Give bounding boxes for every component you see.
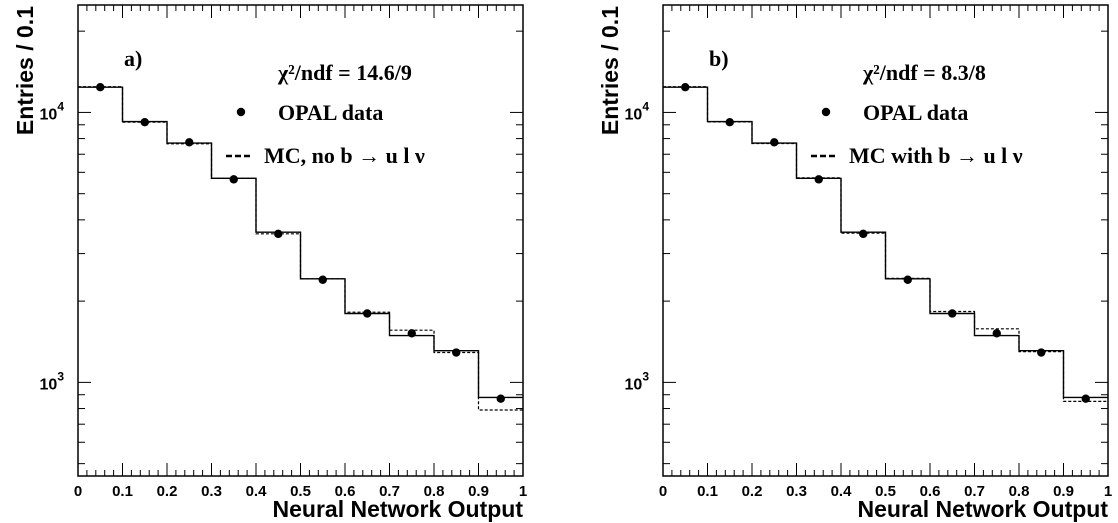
x-tick-label: 0.5 xyxy=(290,483,311,500)
legend-label: OPAL data xyxy=(863,100,968,125)
x-tick-label: 0 xyxy=(659,483,667,500)
legend-label: MC, no b → u l ν xyxy=(264,143,425,168)
x-tick-label: 0 xyxy=(74,483,82,500)
y-tick-base: 10 xyxy=(625,376,643,393)
x-axis-title: Neural Network Output xyxy=(858,496,1109,522)
y-tick-base: 10 xyxy=(40,376,58,393)
data-point xyxy=(140,118,149,127)
data-point xyxy=(185,138,194,147)
data-point xyxy=(992,329,1001,338)
y-tick-label: 104 xyxy=(625,99,650,123)
y-tick-label: 104 xyxy=(40,99,65,123)
data-point xyxy=(407,329,416,338)
x-tick-label: 0.6 xyxy=(920,483,941,500)
x-tick-label: 0.7 xyxy=(379,483,400,500)
x-tick-label: 0.3 xyxy=(786,483,807,500)
data-point xyxy=(948,309,957,318)
y-tick-exponent: 3 xyxy=(57,369,64,383)
data-point xyxy=(363,309,372,318)
data-point xyxy=(725,118,734,127)
data-point xyxy=(96,83,105,92)
x-tick-label: 0.8 xyxy=(424,483,445,500)
panel-label: b) xyxy=(709,46,729,71)
mc-dashed-histogram xyxy=(78,86,523,411)
data-point xyxy=(770,138,779,147)
mc-dashed-histogram xyxy=(663,86,1108,402)
data-point xyxy=(496,394,505,403)
y-tick-exponent: 3 xyxy=(642,369,649,383)
y-tick-base: 10 xyxy=(40,106,58,123)
x-tick-label: 0.4 xyxy=(831,483,853,500)
y-tick-label: 103 xyxy=(625,369,650,393)
data-point xyxy=(452,348,461,357)
x-tick-label: 0.8 xyxy=(1009,483,1030,500)
data-point xyxy=(229,175,238,184)
x-tick-label: 0.4 xyxy=(246,483,268,500)
y-axis-title: Entries / 0.1 xyxy=(12,6,38,135)
y-tick-exponent: 4 xyxy=(642,99,649,113)
y-tick-label: 103 xyxy=(40,369,65,393)
x-tick-label: 1 xyxy=(1104,483,1112,500)
data-point xyxy=(681,83,690,92)
chi2-label: χ²/ndf = 14.6/9 xyxy=(277,60,412,85)
data-point xyxy=(1037,348,1046,357)
x-tick-label: 0.1 xyxy=(112,483,133,500)
data-point xyxy=(814,175,823,184)
y-tick-exponent: 4 xyxy=(57,99,64,113)
x-tick-label: 0.3 xyxy=(201,483,222,500)
x-tick-label: 0.1 xyxy=(697,483,718,500)
legend-label: MC with b → u l ν xyxy=(849,143,1023,168)
x-tick-label: 1 xyxy=(519,483,527,500)
data-point xyxy=(274,229,283,239)
x-axis-title: Neural Network Output xyxy=(273,496,524,522)
chi2-label: χ²/ndf = 8.3/8 xyxy=(862,60,986,85)
x-tick-label: 0.9 xyxy=(1053,483,1074,500)
data-point xyxy=(903,275,912,284)
panel-a: 0 0.1 0.2 0.3 0.4 0.5 0.6 0.7 0.8 0.9 1104103Neura… xyxy=(12,4,527,522)
y-axis-title: Entries / 0.1 xyxy=(597,6,623,135)
y-tick-base: 10 xyxy=(625,106,643,123)
x-tick-label: 0.7 xyxy=(964,483,985,500)
data-point xyxy=(318,275,327,284)
x-tick-label: 0.6 xyxy=(335,483,356,500)
x-tick-label: 0.9 xyxy=(468,483,489,500)
x-tick-label: 0.2 xyxy=(742,483,763,500)
x-tick-label: 0.5 xyxy=(875,483,896,500)
x-tick-label: 0.2 xyxy=(157,483,178,500)
data-point xyxy=(1081,394,1090,403)
panel-b: 0 0.1 0.2 0.3 0.4 0.5 0.6 0.7 0.8 0.9 1104103Neura… xyxy=(597,4,1112,522)
legend-label: OPAL data xyxy=(278,100,383,125)
data-point xyxy=(859,229,868,239)
legend-dot-marker xyxy=(236,107,246,117)
legend-dot-marker xyxy=(821,107,831,117)
panel-label: a) xyxy=(124,46,142,71)
